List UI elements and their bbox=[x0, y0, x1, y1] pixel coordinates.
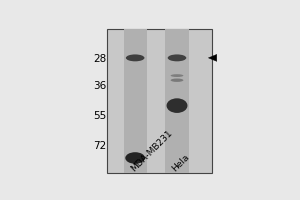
Bar bbox=[124, 29, 147, 173]
Text: 72: 72 bbox=[93, 141, 106, 151]
Ellipse shape bbox=[125, 152, 145, 164]
Ellipse shape bbox=[171, 79, 183, 82]
Bar bbox=[165, 29, 189, 173]
Polygon shape bbox=[208, 54, 217, 61]
Text: 36: 36 bbox=[93, 81, 106, 91]
Ellipse shape bbox=[168, 54, 186, 61]
Ellipse shape bbox=[126, 54, 145, 61]
Text: MDA-MB231: MDA-MB231 bbox=[129, 128, 174, 173]
Text: 28: 28 bbox=[93, 54, 106, 64]
Text: Hela: Hela bbox=[171, 153, 191, 173]
Bar bbox=[107, 29, 212, 173]
Text: 55: 55 bbox=[93, 111, 106, 121]
Ellipse shape bbox=[167, 98, 188, 113]
Ellipse shape bbox=[171, 74, 183, 77]
